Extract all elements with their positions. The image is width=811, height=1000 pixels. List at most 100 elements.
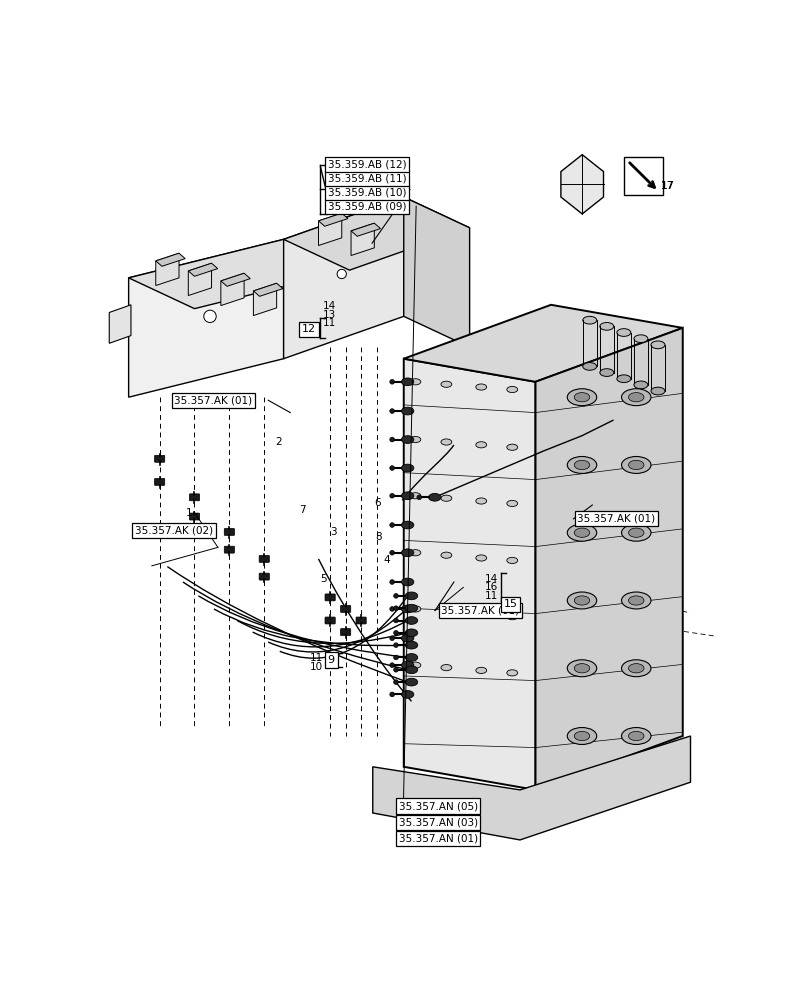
Ellipse shape xyxy=(401,464,414,472)
Polygon shape xyxy=(221,273,244,306)
Ellipse shape xyxy=(616,375,630,383)
Ellipse shape xyxy=(440,439,451,445)
Ellipse shape xyxy=(567,389,596,406)
Circle shape xyxy=(204,310,216,323)
Ellipse shape xyxy=(620,592,650,609)
Text: 14: 14 xyxy=(322,301,336,311)
Polygon shape xyxy=(318,213,348,226)
Text: 6: 6 xyxy=(373,498,380,508)
Ellipse shape xyxy=(573,596,589,605)
Polygon shape xyxy=(188,263,217,276)
Ellipse shape xyxy=(401,521,414,529)
Ellipse shape xyxy=(567,592,596,609)
Text: 16: 16 xyxy=(484,582,498,592)
Polygon shape xyxy=(534,328,682,790)
Circle shape xyxy=(393,631,398,635)
Circle shape xyxy=(389,663,394,667)
Ellipse shape xyxy=(620,524,650,541)
Ellipse shape xyxy=(475,555,486,561)
Circle shape xyxy=(389,692,394,697)
Text: 12: 12 xyxy=(302,324,315,334)
Ellipse shape xyxy=(401,634,414,642)
Ellipse shape xyxy=(620,728,650,744)
Text: 10: 10 xyxy=(310,662,323,672)
Text: 35.357.AK (01): 35.357.AK (01) xyxy=(577,514,654,524)
FancyBboxPatch shape xyxy=(259,555,269,562)
Ellipse shape xyxy=(410,436,420,443)
Ellipse shape xyxy=(628,393,643,402)
Text: 35.359.AB (10): 35.359.AB (10) xyxy=(328,187,406,197)
Circle shape xyxy=(389,493,394,498)
Ellipse shape xyxy=(401,492,414,500)
Text: 35.357.AK (01): 35.357.AK (01) xyxy=(174,395,252,405)
Ellipse shape xyxy=(405,592,417,600)
Polygon shape xyxy=(253,283,277,316)
Ellipse shape xyxy=(405,604,417,612)
FancyBboxPatch shape xyxy=(224,528,234,535)
Circle shape xyxy=(389,379,394,384)
Text: 35.359.AB (11): 35.359.AB (11) xyxy=(328,174,406,184)
FancyBboxPatch shape xyxy=(340,629,350,636)
Text: 35.357.AK (02): 35.357.AK (02) xyxy=(135,525,212,535)
Polygon shape xyxy=(188,263,212,296)
Ellipse shape xyxy=(401,407,414,415)
Circle shape xyxy=(393,606,398,610)
Ellipse shape xyxy=(405,629,417,637)
Ellipse shape xyxy=(405,678,417,686)
Text: 15: 15 xyxy=(503,599,517,609)
Circle shape xyxy=(416,495,421,500)
Ellipse shape xyxy=(401,378,414,386)
Polygon shape xyxy=(109,305,131,343)
Ellipse shape xyxy=(440,608,451,614)
Text: 17: 17 xyxy=(660,181,674,191)
Text: 4: 4 xyxy=(384,555,390,565)
Text: 9: 9 xyxy=(327,655,334,665)
Polygon shape xyxy=(253,283,282,296)
Ellipse shape xyxy=(582,316,596,324)
Circle shape xyxy=(389,437,394,442)
Text: 35.357.AK (01): 35.357.AK (01) xyxy=(440,605,519,615)
Ellipse shape xyxy=(567,524,596,541)
FancyBboxPatch shape xyxy=(623,157,662,195)
Ellipse shape xyxy=(628,664,643,673)
Ellipse shape xyxy=(401,605,414,613)
Ellipse shape xyxy=(475,667,486,673)
Text: 1: 1 xyxy=(186,508,193,518)
Ellipse shape xyxy=(428,493,440,501)
Ellipse shape xyxy=(567,728,596,744)
Ellipse shape xyxy=(567,660,596,677)
Ellipse shape xyxy=(616,329,630,336)
Ellipse shape xyxy=(475,611,486,617)
Ellipse shape xyxy=(650,341,664,349)
Ellipse shape xyxy=(405,654,417,661)
Ellipse shape xyxy=(573,528,589,537)
Text: 35.357.AN (03): 35.357.AN (03) xyxy=(398,817,477,827)
Polygon shape xyxy=(350,223,380,236)
Circle shape xyxy=(389,466,394,470)
Circle shape xyxy=(393,594,398,598)
Ellipse shape xyxy=(440,381,451,387)
Ellipse shape xyxy=(650,387,664,395)
Circle shape xyxy=(389,409,394,413)
Ellipse shape xyxy=(573,393,589,402)
Polygon shape xyxy=(560,155,603,214)
Ellipse shape xyxy=(440,552,451,558)
Text: 35.357.AN (01): 35.357.AN (01) xyxy=(398,833,477,843)
Text: 35.357.AN (05): 35.357.AN (05) xyxy=(398,801,477,811)
Ellipse shape xyxy=(410,493,420,499)
Circle shape xyxy=(389,523,394,527)
FancyBboxPatch shape xyxy=(324,594,335,601)
Circle shape xyxy=(393,680,398,684)
FancyBboxPatch shape xyxy=(154,478,165,485)
Ellipse shape xyxy=(410,550,420,556)
FancyBboxPatch shape xyxy=(324,617,335,624)
Polygon shape xyxy=(403,197,469,347)
Ellipse shape xyxy=(506,500,517,507)
FancyBboxPatch shape xyxy=(259,573,269,580)
Ellipse shape xyxy=(506,670,517,676)
Ellipse shape xyxy=(599,369,613,376)
Ellipse shape xyxy=(405,666,417,674)
Polygon shape xyxy=(128,239,283,397)
Ellipse shape xyxy=(620,389,650,406)
Text: 8: 8 xyxy=(375,532,381,542)
